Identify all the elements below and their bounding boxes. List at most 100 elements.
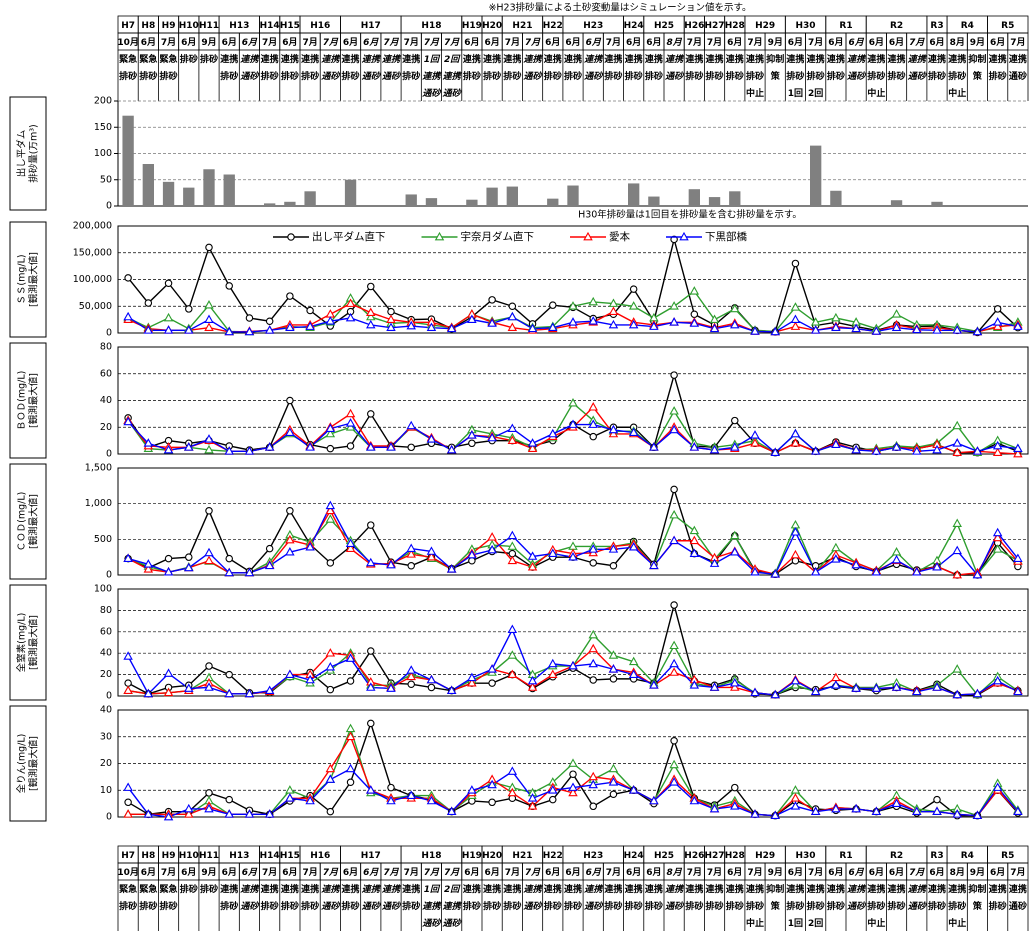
data-point	[386, 442, 396, 451]
data-point	[669, 667, 679, 676]
data-point	[608, 428, 619, 438]
data-point	[952, 325, 962, 334]
event-note: 排砂	[564, 900, 582, 912]
event-month: 9月	[970, 37, 985, 48]
data-point	[264, 560, 275, 570]
event-month: 7月	[444, 867, 460, 878]
data-point	[588, 402, 598, 411]
event-month: 7月	[1010, 37, 1025, 48]
event-note: 排砂	[685, 70, 703, 82]
event-note: 排砂	[786, 70, 804, 82]
data-point	[446, 806, 457, 815]
data-point	[204, 300, 214, 309]
event-month: 10月	[117, 867, 139, 878]
event-note: 連携	[867, 883, 885, 895]
event-note: 連携	[301, 883, 319, 895]
data-point	[527, 323, 538, 333]
data-point	[387, 307, 395, 316]
era-label: H26	[684, 851, 704, 861]
data-point	[750, 438, 760, 447]
event-note: 排砂	[301, 70, 319, 82]
data-point	[487, 664, 497, 673]
event-month: 7月	[808, 37, 823, 48]
data-point	[689, 286, 700, 295]
y-axis-label: ＳＳ(mg/L)	[17, 254, 28, 304]
era-label: H16	[310, 851, 330, 861]
data-point	[507, 435, 518, 444]
era-label: H9	[162, 21, 176, 31]
data-point	[386, 559, 396, 569]
event-note: 連携	[867, 53, 885, 65]
y-axis-label: [観測最大値]	[28, 615, 40, 670]
y-axis-label: [観測最大値]	[28, 373, 40, 428]
data-point	[568, 758, 578, 767]
data-point	[871, 446, 882, 455]
data-point	[325, 514, 336, 523]
data-point	[406, 665, 416, 674]
event-month: 7月	[161, 867, 176, 878]
series-line	[127, 721, 1019, 817]
event-month: 6月	[848, 37, 864, 48]
era-label: H7	[121, 21, 135, 31]
data-point	[1013, 806, 1023, 815]
data-point	[326, 559, 335, 567]
era-label: H24	[624, 851, 644, 861]
era-label: H11	[199, 851, 219, 861]
data-point	[387, 783, 395, 792]
event-month: 6月	[181, 867, 196, 878]
event-note: 1回	[424, 884, 441, 895]
data-point	[265, 544, 274, 553]
data-point	[952, 438, 962, 447]
event-note: 連携	[706, 883, 724, 895]
event-note: 連携	[281, 883, 299, 895]
data-point	[548, 322, 558, 331]
data-point	[345, 763, 356, 773]
data-point	[143, 438, 154, 447]
event-month: 6月	[181, 37, 196, 48]
event-note: 抑制	[766, 53, 784, 65]
event-note: 連携	[827, 883, 845, 895]
data-point	[891, 547, 902, 556]
data-point	[123, 311, 133, 321]
data-point	[992, 447, 1003, 457]
data-point	[730, 303, 740, 313]
data-point	[891, 798, 902, 807]
y-tick-label: 20	[100, 422, 112, 433]
data-point	[285, 547, 295, 556]
event-note: 連携	[948, 53, 966, 65]
event-note: 連携	[604, 883, 622, 895]
data-point	[386, 795, 396, 805]
era-label: R3	[930, 21, 943, 31]
data-point	[123, 651, 133, 660]
event-note: 排砂	[604, 900, 622, 912]
data-point	[731, 783, 739, 792]
event-note: 連携	[422, 901, 442, 912]
era-label: R1	[839, 21, 852, 31]
era-label: H22	[543, 21, 563, 31]
bar	[506, 186, 518, 206]
era-label: H29	[755, 851, 775, 861]
era-label: R4	[961, 851, 974, 861]
event-month: 6月	[929, 867, 944, 878]
data-point	[204, 444, 214, 454]
event-note: 通砂	[362, 901, 381, 912]
event-note: 通砂	[362, 71, 381, 82]
event-month: 7月	[909, 867, 925, 878]
data-point	[345, 422, 356, 431]
data-point	[185, 305, 193, 313]
event-note: 連携	[928, 883, 946, 895]
data-point	[366, 442, 376, 451]
bar	[122, 115, 134, 206]
event-note: 連携	[847, 54, 867, 65]
era-label: R2	[890, 21, 903, 31]
plot-frame	[117, 588, 1029, 697]
data-point	[1013, 321, 1023, 330]
event-note: 通砂	[382, 901, 401, 912]
data-point	[407, 561, 415, 570]
event-month: 7月	[444, 37, 460, 48]
data-point	[730, 801, 740, 810]
data-point	[306, 306, 314, 315]
bar	[729, 191, 741, 206]
data-point	[831, 322, 841, 331]
data-point	[164, 279, 173, 287]
